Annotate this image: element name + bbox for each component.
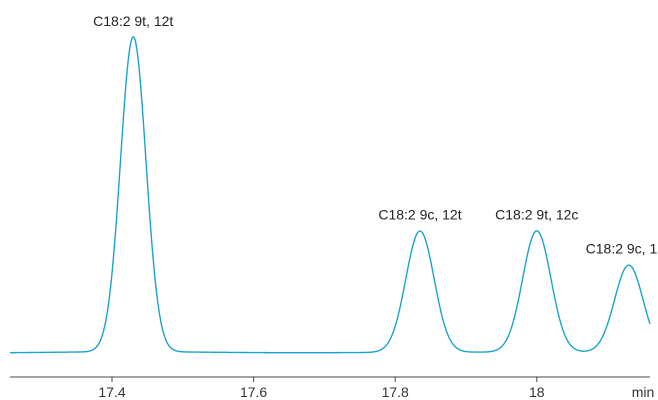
peak-label: C18:2 9t, 12c [495,207,578,223]
peak-labels: C18:2 9t, 12t C18:2 9c, 12t C18:2 9t, 12c C… [93,13,658,257]
peak-label: C18:2 9t, 12t [93,13,173,29]
x-tick-label: 17.6 [240,384,267,400]
peak-label: C18:2 9c, 12t [378,207,461,223]
peak-label: C18:2 9c, 12c [586,241,658,257]
x-axis-unit-label: min [632,384,655,400]
x-axis-ticks [111,377,538,382]
x-axis-tick-labels: 17.417.617.81818.2 [98,384,545,400]
x-tick-label: 17.4 [98,384,125,400]
chromatogram-trace [9,35,651,354]
x-tick-label: 17.8 [382,384,409,400]
x-tick-label: 18 [529,384,545,400]
